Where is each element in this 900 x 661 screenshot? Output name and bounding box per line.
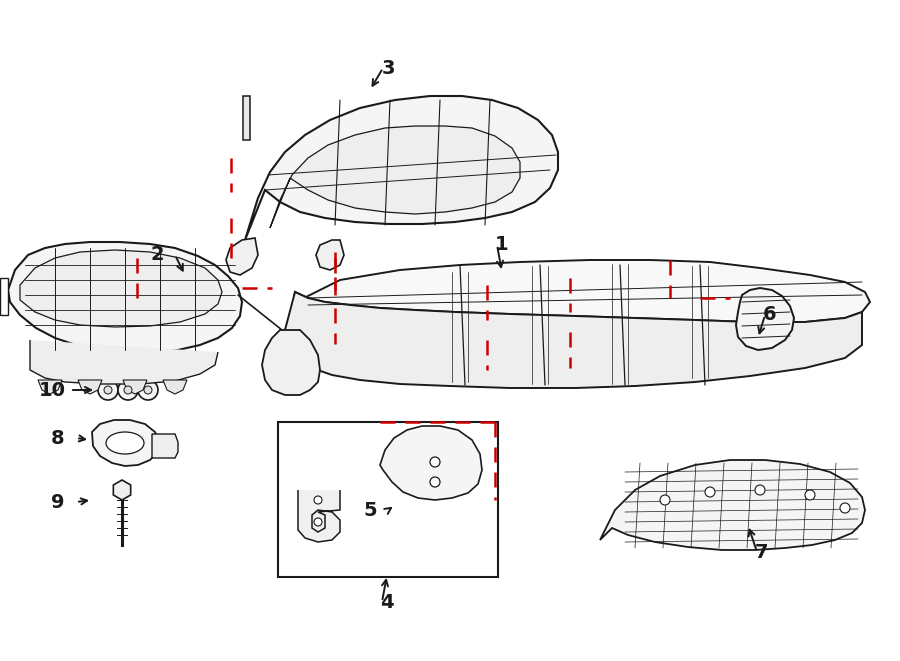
Circle shape bbox=[138, 380, 158, 400]
Circle shape bbox=[430, 457, 440, 467]
Polygon shape bbox=[226, 238, 258, 275]
Text: 6: 6 bbox=[763, 305, 777, 325]
Circle shape bbox=[314, 518, 322, 526]
Text: 7: 7 bbox=[755, 543, 769, 561]
Circle shape bbox=[98, 380, 118, 400]
Polygon shape bbox=[285, 292, 862, 388]
Polygon shape bbox=[113, 480, 130, 500]
Text: 1: 1 bbox=[495, 235, 508, 254]
Text: 8: 8 bbox=[51, 428, 65, 447]
Polygon shape bbox=[316, 240, 344, 270]
Ellipse shape bbox=[106, 432, 144, 454]
Circle shape bbox=[755, 485, 765, 495]
Polygon shape bbox=[243, 96, 250, 140]
Polygon shape bbox=[298, 490, 340, 542]
Polygon shape bbox=[600, 460, 865, 550]
Circle shape bbox=[805, 490, 815, 500]
Circle shape bbox=[144, 386, 152, 394]
Polygon shape bbox=[152, 434, 178, 458]
Polygon shape bbox=[92, 420, 160, 466]
Polygon shape bbox=[0, 278, 8, 315]
Polygon shape bbox=[20, 250, 222, 327]
Text: 4: 4 bbox=[380, 592, 394, 611]
Polygon shape bbox=[278, 422, 498, 577]
Text: 3: 3 bbox=[382, 59, 395, 77]
Polygon shape bbox=[380, 426, 482, 500]
Polygon shape bbox=[8, 242, 242, 352]
Polygon shape bbox=[285, 260, 870, 340]
Text: 9: 9 bbox=[51, 492, 65, 512]
Polygon shape bbox=[270, 126, 520, 228]
Polygon shape bbox=[245, 96, 558, 240]
Circle shape bbox=[104, 386, 112, 394]
Circle shape bbox=[118, 380, 138, 400]
Polygon shape bbox=[123, 380, 147, 394]
Polygon shape bbox=[78, 380, 102, 394]
Text: 2: 2 bbox=[150, 245, 164, 264]
Polygon shape bbox=[38, 380, 62, 394]
Polygon shape bbox=[736, 288, 794, 350]
Polygon shape bbox=[163, 380, 187, 394]
Circle shape bbox=[314, 496, 322, 504]
Circle shape bbox=[840, 503, 850, 513]
Text: 10: 10 bbox=[39, 381, 66, 399]
Circle shape bbox=[660, 495, 670, 505]
Circle shape bbox=[124, 386, 132, 394]
Text: 5: 5 bbox=[364, 500, 377, 520]
Polygon shape bbox=[30, 340, 218, 384]
Polygon shape bbox=[262, 330, 320, 395]
Circle shape bbox=[430, 477, 440, 487]
Circle shape bbox=[705, 487, 715, 497]
